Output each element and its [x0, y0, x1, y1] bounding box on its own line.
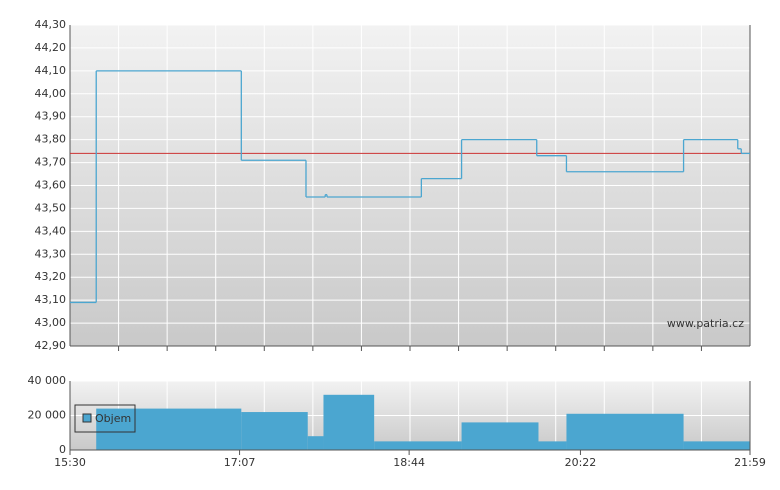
- y-tick-label: 43,80: [35, 133, 67, 146]
- x-tick-label: 21:59: [734, 456, 766, 469]
- y-tick-label: 0: [59, 443, 66, 456]
- x-tick-label: 18:44: [393, 456, 425, 469]
- watermark: www.patria.cz: [667, 317, 744, 330]
- y-tick-label: 42,90: [35, 339, 67, 352]
- legend-label: Objem: [95, 412, 131, 425]
- volume-bar: [461, 422, 539, 450]
- y-tick-label: 43,10: [35, 293, 67, 306]
- volume-bar: [323, 394, 375, 450]
- y-tick-label: 20 000: [28, 409, 67, 422]
- y-tick-label: 44,30: [35, 18, 67, 31]
- volume-bar: [241, 412, 308, 450]
- x-tick-label: 15:30: [54, 456, 86, 469]
- y-tick-label: 44,10: [35, 64, 67, 77]
- volume-bar: [538, 441, 567, 450]
- x-tick-label: 17:07: [224, 456, 256, 469]
- y-tick-label: 44,20: [35, 41, 67, 54]
- y-tick-label: 43,90: [35, 110, 67, 123]
- y-tick-label: 44,00: [35, 87, 67, 100]
- volume-bar: [683, 441, 750, 450]
- y-tick-label: 43,70: [35, 156, 67, 169]
- legend-swatch: [82, 413, 92, 423]
- volume-bar: [307, 436, 324, 450]
- volume-bar: [374, 441, 462, 450]
- y-tick-label: 43,20: [35, 270, 67, 283]
- x-tick-label: 20:22: [565, 456, 597, 469]
- volume-bar: [566, 413, 684, 450]
- y-tick-label: 43,30: [35, 247, 67, 260]
- y-tick-label: 43,40: [35, 224, 67, 237]
- y-tick-label: 43,50: [35, 201, 67, 214]
- y-tick-label: 40 000: [28, 374, 67, 387]
- volume-bar: [96, 408, 242, 450]
- legend-box: [74, 404, 136, 433]
- y-tick-label: 43,60: [35, 179, 67, 192]
- y-tick-label: 43,00: [35, 316, 67, 329]
